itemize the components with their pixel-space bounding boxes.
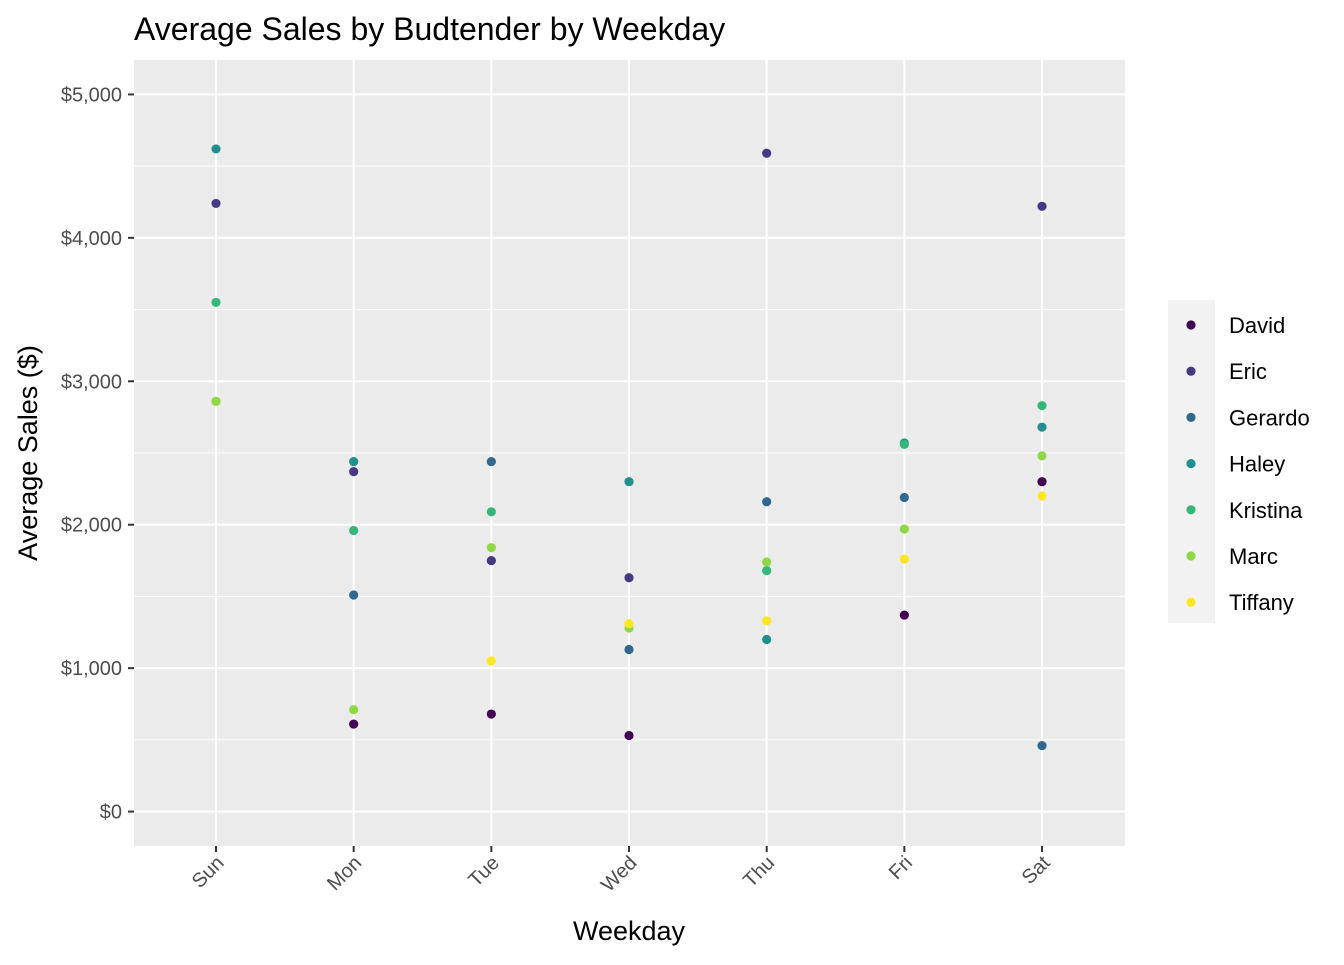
data-point-eric [762, 148, 772, 158]
data-point-haley [762, 634, 772, 645]
data-point-tiffany [1037, 491, 1047, 501]
data-point-gerardo [349, 590, 359, 600]
data-point-gerardo [486, 457, 496, 467]
x-axis-title: Weekday [573, 916, 686, 946]
data-point-kristina [211, 297, 221, 307]
legend-label-tiffany: Tiffany [1229, 590, 1294, 615]
legend-key-david [1186, 320, 1196, 330]
y-tick-label: $3,000 [61, 371, 122, 393]
data-point-marc [486, 543, 496, 553]
legend-label-haley: Haley [1229, 452, 1285, 477]
data-point-eric [624, 573, 634, 583]
data-point-marc [1037, 451, 1047, 461]
legend-key-eric [1186, 366, 1196, 376]
legend-key-kristina [1186, 505, 1196, 515]
legend-key-marc [1186, 551, 1196, 561]
data-point-marc [899, 524, 909, 534]
x-axis: Sun Mon Tue Wed Thu Fri Sat [188, 846, 1055, 896]
data-point-tiffany [762, 616, 772, 626]
data-point-kristina [899, 439, 909, 449]
legend: David Eric Gerardo Haley Kristina Marc Tiffany [1186, 313, 1310, 615]
data-point-marc [349, 705, 359, 715]
data-point-eric [1037, 201, 1047, 211]
data-point-kristina [762, 566, 772, 576]
legend-label-gerardo: Gerardo [1229, 405, 1310, 430]
data-point-gerardo [1037, 740, 1047, 751]
y-tick-label: $5,000 [61, 84, 122, 106]
x-tick-label: Thu [739, 852, 779, 892]
data-point-marc [762, 557, 772, 567]
major-gridlines [134, 60, 1125, 846]
data-points [211, 144, 1047, 751]
y-tick-label: $4,000 [61, 228, 122, 250]
x-tick-label: Wed [597, 852, 641, 896]
legend-label-kristina: Kristina [1229, 498, 1303, 523]
data-point-haley [349, 457, 359, 467]
data-point-marc [211, 396, 221, 406]
legend-label-marc: Marc [1229, 544, 1278, 569]
data-point-tiffany [486, 656, 496, 666]
data-point-haley [211, 144, 221, 154]
legend-key-haley [1186, 459, 1196, 469]
legend-key-tiffany [1186, 597, 1196, 607]
data-point-david [349, 719, 359, 729]
y-tick-label: $2,000 [61, 515, 122, 537]
x-tick-label: Mon [323, 852, 366, 895]
data-point-haley [624, 477, 634, 487]
legend-label-eric: Eric [1229, 359, 1267, 384]
y-tick-label: $0 [100, 802, 122, 824]
x-tick-label: Sat [1018, 852, 1055, 889]
data-point-david [486, 709, 496, 719]
data-point-kristina [349, 525, 359, 536]
data-point-eric [211, 198, 221, 209]
data-point-haley [1037, 422, 1047, 432]
data-point-gerardo [899, 492, 909, 503]
data-point-kristina [486, 507, 496, 517]
y-axis-title: Average Sales ($) [13, 345, 43, 561]
data-point-eric [486, 555, 496, 566]
data-point-david [899, 610, 909, 620]
data-point-tiffany [624, 619, 634, 629]
x-tick-label: Sun [188, 852, 229, 893]
x-tick-label: Fri [885, 852, 917, 884]
y-tick-label: $1,000 [61, 658, 122, 680]
y-axis: $0 $1,000 $2,000 $3,000 $4,000 $5,000 [61, 84, 134, 824]
data-point-david [624, 730, 634, 741]
x-tick-label: Tue [464, 852, 503, 891]
data-point-david [1037, 477, 1047, 487]
legend-key-gerardo [1186, 412, 1196, 422]
data-point-gerardo [762, 497, 772, 507]
legend-label-david: David [1229, 313, 1285, 338]
chart-title: Average Sales by Budtender by Weekday [134, 11, 725, 47]
data-point-eric [349, 467, 359, 477]
data-point-gerardo [624, 644, 634, 655]
data-point-kristina [1037, 401, 1047, 411]
data-point-tiffany [899, 554, 909, 564]
